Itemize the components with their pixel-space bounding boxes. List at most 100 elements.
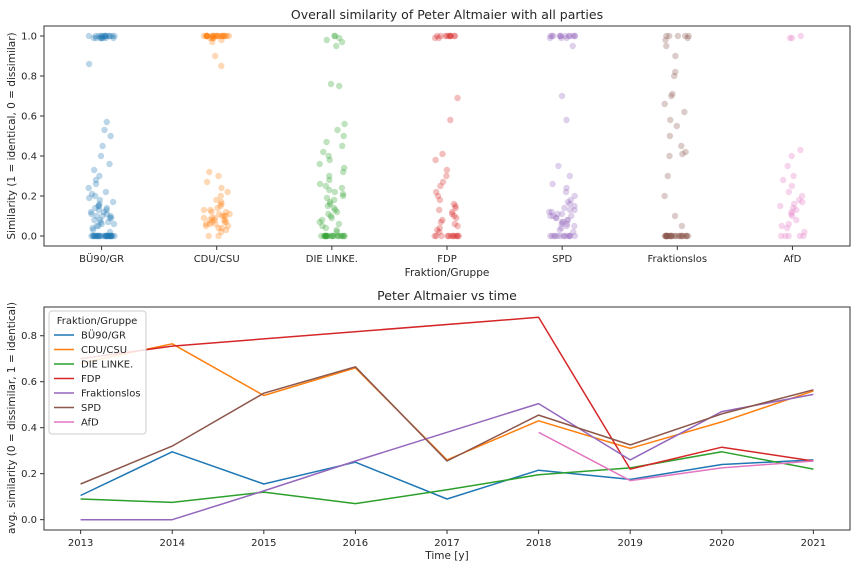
scatter-point bbox=[667, 232, 675, 240]
scatter-point bbox=[200, 206, 208, 214]
scatter-point bbox=[226, 210, 233, 218]
scatter-point bbox=[102, 188, 110, 196]
scatter-point bbox=[663, 42, 670, 50]
line-y-tick-label: 0.6 bbox=[21, 377, 37, 388]
scatter-point bbox=[556, 226, 563, 234]
scatter-point bbox=[222, 32, 229, 40]
scatter-point bbox=[443, 32, 451, 40]
scatter-point bbox=[672, 68, 679, 76]
scatter-group-1 bbox=[200, 32, 233, 240]
scatter-point bbox=[784, 162, 791, 170]
scatter-point bbox=[328, 214, 335, 222]
scatter-group-2 bbox=[316, 32, 348, 240]
scatter-point bbox=[108, 232, 115, 240]
scatter-group-3 bbox=[431, 32, 462, 240]
scatter-point bbox=[209, 32, 216, 40]
scatter-point bbox=[103, 204, 111, 212]
scatter-point bbox=[209, 34, 216, 42]
scatter-y-tick-label: 0.4 bbox=[21, 152, 37, 163]
scatter-point bbox=[105, 218, 112, 226]
scatter-point bbox=[98, 34, 105, 42]
scatter-point bbox=[801, 228, 808, 236]
scatter-group-6 bbox=[777, 32, 808, 240]
scatter-point bbox=[559, 218, 566, 226]
scatter-point bbox=[91, 166, 98, 174]
scatter-point bbox=[671, 72, 678, 80]
scatter-point bbox=[564, 216, 571, 224]
scatter-point bbox=[107, 232, 114, 240]
scatter-point bbox=[333, 228, 341, 236]
line-series-4 bbox=[80, 393, 814, 521]
scatter-point bbox=[218, 32, 226, 40]
scatter-point bbox=[211, 214, 219, 222]
scatter-point bbox=[558, 224, 565, 232]
scatter-point bbox=[568, 212, 575, 220]
scatter-point bbox=[443, 172, 450, 180]
scatter-point bbox=[103, 32, 110, 40]
scatter-point bbox=[321, 232, 328, 240]
scatter-point bbox=[679, 232, 686, 240]
scatter-point bbox=[203, 32, 211, 40]
scatter-point bbox=[218, 32, 226, 40]
scatter-point bbox=[319, 216, 326, 224]
scatter-point bbox=[340, 132, 347, 140]
line-series-1 bbox=[80, 343, 814, 461]
scatter-point bbox=[336, 34, 343, 42]
scatter-y-ticks: 0.0 0.2 0.4 0.6 0.8 1.0 bbox=[21, 32, 44, 243]
scatter-point bbox=[684, 34, 691, 42]
scatter-point bbox=[566, 32, 573, 40]
scatter-point bbox=[454, 94, 461, 102]
scatter-point bbox=[222, 208, 230, 216]
scatter-point bbox=[218, 228, 225, 236]
scatter-point bbox=[103, 232, 111, 240]
scatter-point bbox=[108, 232, 115, 240]
scatter-point bbox=[95, 202, 102, 210]
scatter-point bbox=[779, 176, 787, 184]
scatter-point bbox=[558, 210, 566, 218]
scatter-point bbox=[793, 216, 800, 224]
scatter-point bbox=[318, 232, 325, 240]
scatter-point bbox=[108, 32, 116, 40]
line-title: Peter Altmaier vs time bbox=[377, 288, 517, 303]
scatter-point bbox=[663, 232, 670, 240]
scatter-point bbox=[556, 232, 564, 240]
scatter-point bbox=[98, 34, 106, 42]
line-panel: Peter Altmaier vs time 0.0 0.2 0.4 0.6 0.8 2… bbox=[6, 288, 851, 562]
scatter-x-tick-label: BÜ90/GR bbox=[79, 252, 124, 265]
scatter-point bbox=[90, 232, 98, 240]
scatter-point bbox=[782, 232, 789, 240]
scatter-point bbox=[104, 232, 111, 240]
scatter-point bbox=[212, 32, 220, 40]
scatter-point bbox=[661, 192, 668, 200]
scatter-point bbox=[451, 212, 458, 220]
scatter-point bbox=[557, 32, 564, 40]
scatter-point bbox=[671, 212, 679, 220]
scatter-point bbox=[88, 232, 95, 240]
scatter-point bbox=[571, 192, 578, 200]
scatter-point bbox=[103, 118, 111, 126]
scatter-point bbox=[106, 160, 113, 168]
scatter-point bbox=[683, 232, 690, 240]
scatter-point bbox=[443, 166, 451, 174]
scatter-point bbox=[786, 34, 794, 42]
scatter-point bbox=[92, 176, 100, 184]
scatter-point bbox=[560, 232, 567, 240]
scatter-point bbox=[218, 198, 225, 206]
line-x-tick-label: 2020 bbox=[709, 538, 734, 549]
scatter-point bbox=[326, 172, 333, 180]
scatter-point bbox=[571, 202, 578, 210]
scatter-point bbox=[563, 222, 570, 230]
scatter-point bbox=[96, 216, 104, 224]
scatter-x-tick-label: CDU/CSU bbox=[194, 254, 240, 265]
scatter-point bbox=[326, 176, 333, 184]
scatter-point bbox=[785, 188, 793, 196]
scatter-point bbox=[666, 152, 673, 160]
scatter-point bbox=[221, 32, 228, 40]
scatter-point bbox=[89, 232, 97, 240]
legend-title: Fraktion/Gruppe bbox=[57, 316, 138, 327]
line-series bbox=[80, 316, 814, 521]
scatter-point bbox=[92, 204, 99, 212]
scatter-point bbox=[92, 232, 100, 240]
scatter-point bbox=[101, 32, 108, 40]
scatter-point bbox=[326, 200, 334, 208]
